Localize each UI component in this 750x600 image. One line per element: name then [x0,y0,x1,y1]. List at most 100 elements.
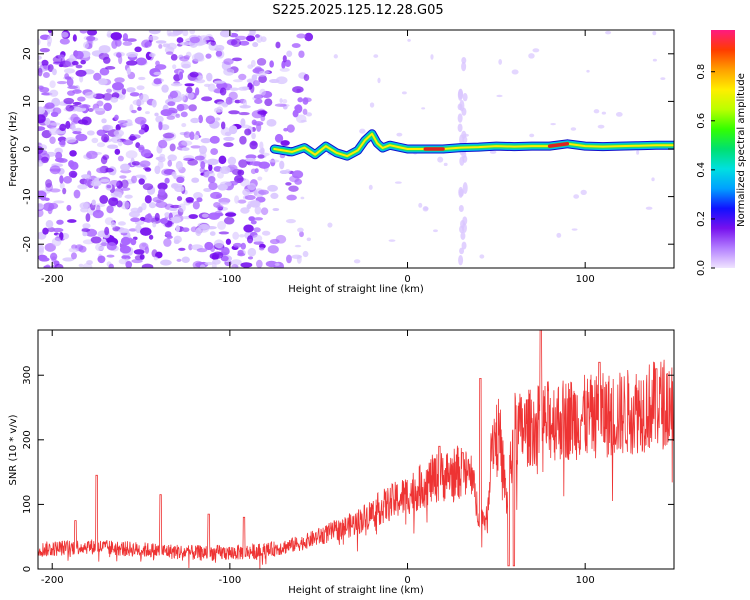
noise-blob [247,182,257,191]
snr-frame [37,329,675,570]
noise-blob [52,107,62,115]
noise-blob [198,145,208,155]
noise-blob [101,118,107,124]
noise-blob [92,209,104,219]
noise-blob [528,53,535,59]
noise-blob [125,260,133,268]
noise-blob [242,86,250,91]
noise-blob [79,75,84,83]
noise-blob [138,129,145,135]
noise-blob [98,79,108,84]
noise-blob [175,113,181,118]
noise-blob [49,127,59,136]
noise-blob [86,30,98,36]
noise-blob [158,139,168,149]
noise-field [38,30,670,268]
noise-blob [230,38,242,48]
noise-blob [636,150,640,155]
noise-blob [215,194,221,199]
noise-blob [218,155,227,165]
noise-blob [155,199,162,203]
noise-blob [138,76,146,81]
noise-blob [368,184,373,190]
noise-blob [57,54,65,59]
noise-blob [250,84,255,94]
noise-blob [244,157,256,162]
noise-blob [42,227,49,235]
noise-blob [457,89,463,101]
noise-blob [242,188,251,196]
noise-blob [373,54,379,58]
noise-blob [49,165,61,175]
spectrogram-y-tick-label: -20 [22,236,33,252]
noise-blob [122,139,134,146]
noise-blob [423,206,429,211]
noise-blob [651,177,655,182]
noise-blob [38,254,48,261]
noise-blob [210,245,216,252]
noise-blob [279,67,290,72]
noise-blob [181,123,187,128]
noise-blob [104,226,110,236]
noise-blob [418,202,423,208]
noise-blob [38,247,45,255]
noise-blob [104,167,114,173]
noise-blob [118,55,123,65]
noise-blob [253,227,261,233]
noise-blob [462,216,468,226]
noise-blob [53,200,65,204]
noise-blob [41,129,52,139]
noise-blob [81,174,90,179]
noise-blob [102,56,111,64]
noise-blob [459,134,465,145]
noise-blob [158,43,163,49]
noise-blob [128,228,138,232]
noise-blob [333,54,338,59]
noise-blob [110,32,122,41]
snr-y-ticks: 0 100 200 300 [22,366,674,572]
noise-blob [200,161,206,170]
noise-blob [101,124,114,131]
noise-blob [49,122,61,126]
noise-blob [108,263,114,268]
noise-blob [171,171,177,177]
noise-blob [44,102,55,109]
noise-blob [233,175,244,184]
noise-blob [75,69,87,77]
noise-blob [254,34,260,38]
noise-blob [219,166,231,175]
noise-blob [498,58,503,65]
noise-blob [75,64,83,69]
noise-blob [180,94,186,102]
noise-blob [59,123,67,132]
noise-blob [280,140,290,146]
noise-blob [462,182,468,194]
noise-blob [244,128,252,136]
noise-blob [121,88,127,95]
snr-plot-area [38,330,674,569]
noise-blob [216,204,224,210]
noise-blob [401,91,407,95]
noise-blob [286,194,297,201]
noise-blob [240,242,246,250]
noise-blob [138,144,145,153]
noise-blob [300,196,305,200]
noise-blob [157,156,166,163]
noise-blob [52,68,57,76]
noise-blob [461,107,467,116]
noise-blob [151,249,158,258]
noise-blob [100,179,110,183]
noise-blob [216,106,223,113]
noise-blob [77,96,86,102]
noise-blob [213,80,226,84]
noise-blob [220,121,226,130]
noise-blob [187,159,199,166]
noise-blob [49,136,56,145]
noise-blob [249,30,256,37]
noise-blob [188,214,199,219]
noise-blob [260,207,269,216]
noise-blob [68,170,78,178]
noise-blob [256,123,262,132]
noise-blob [496,94,503,98]
noise-blob [250,220,257,225]
